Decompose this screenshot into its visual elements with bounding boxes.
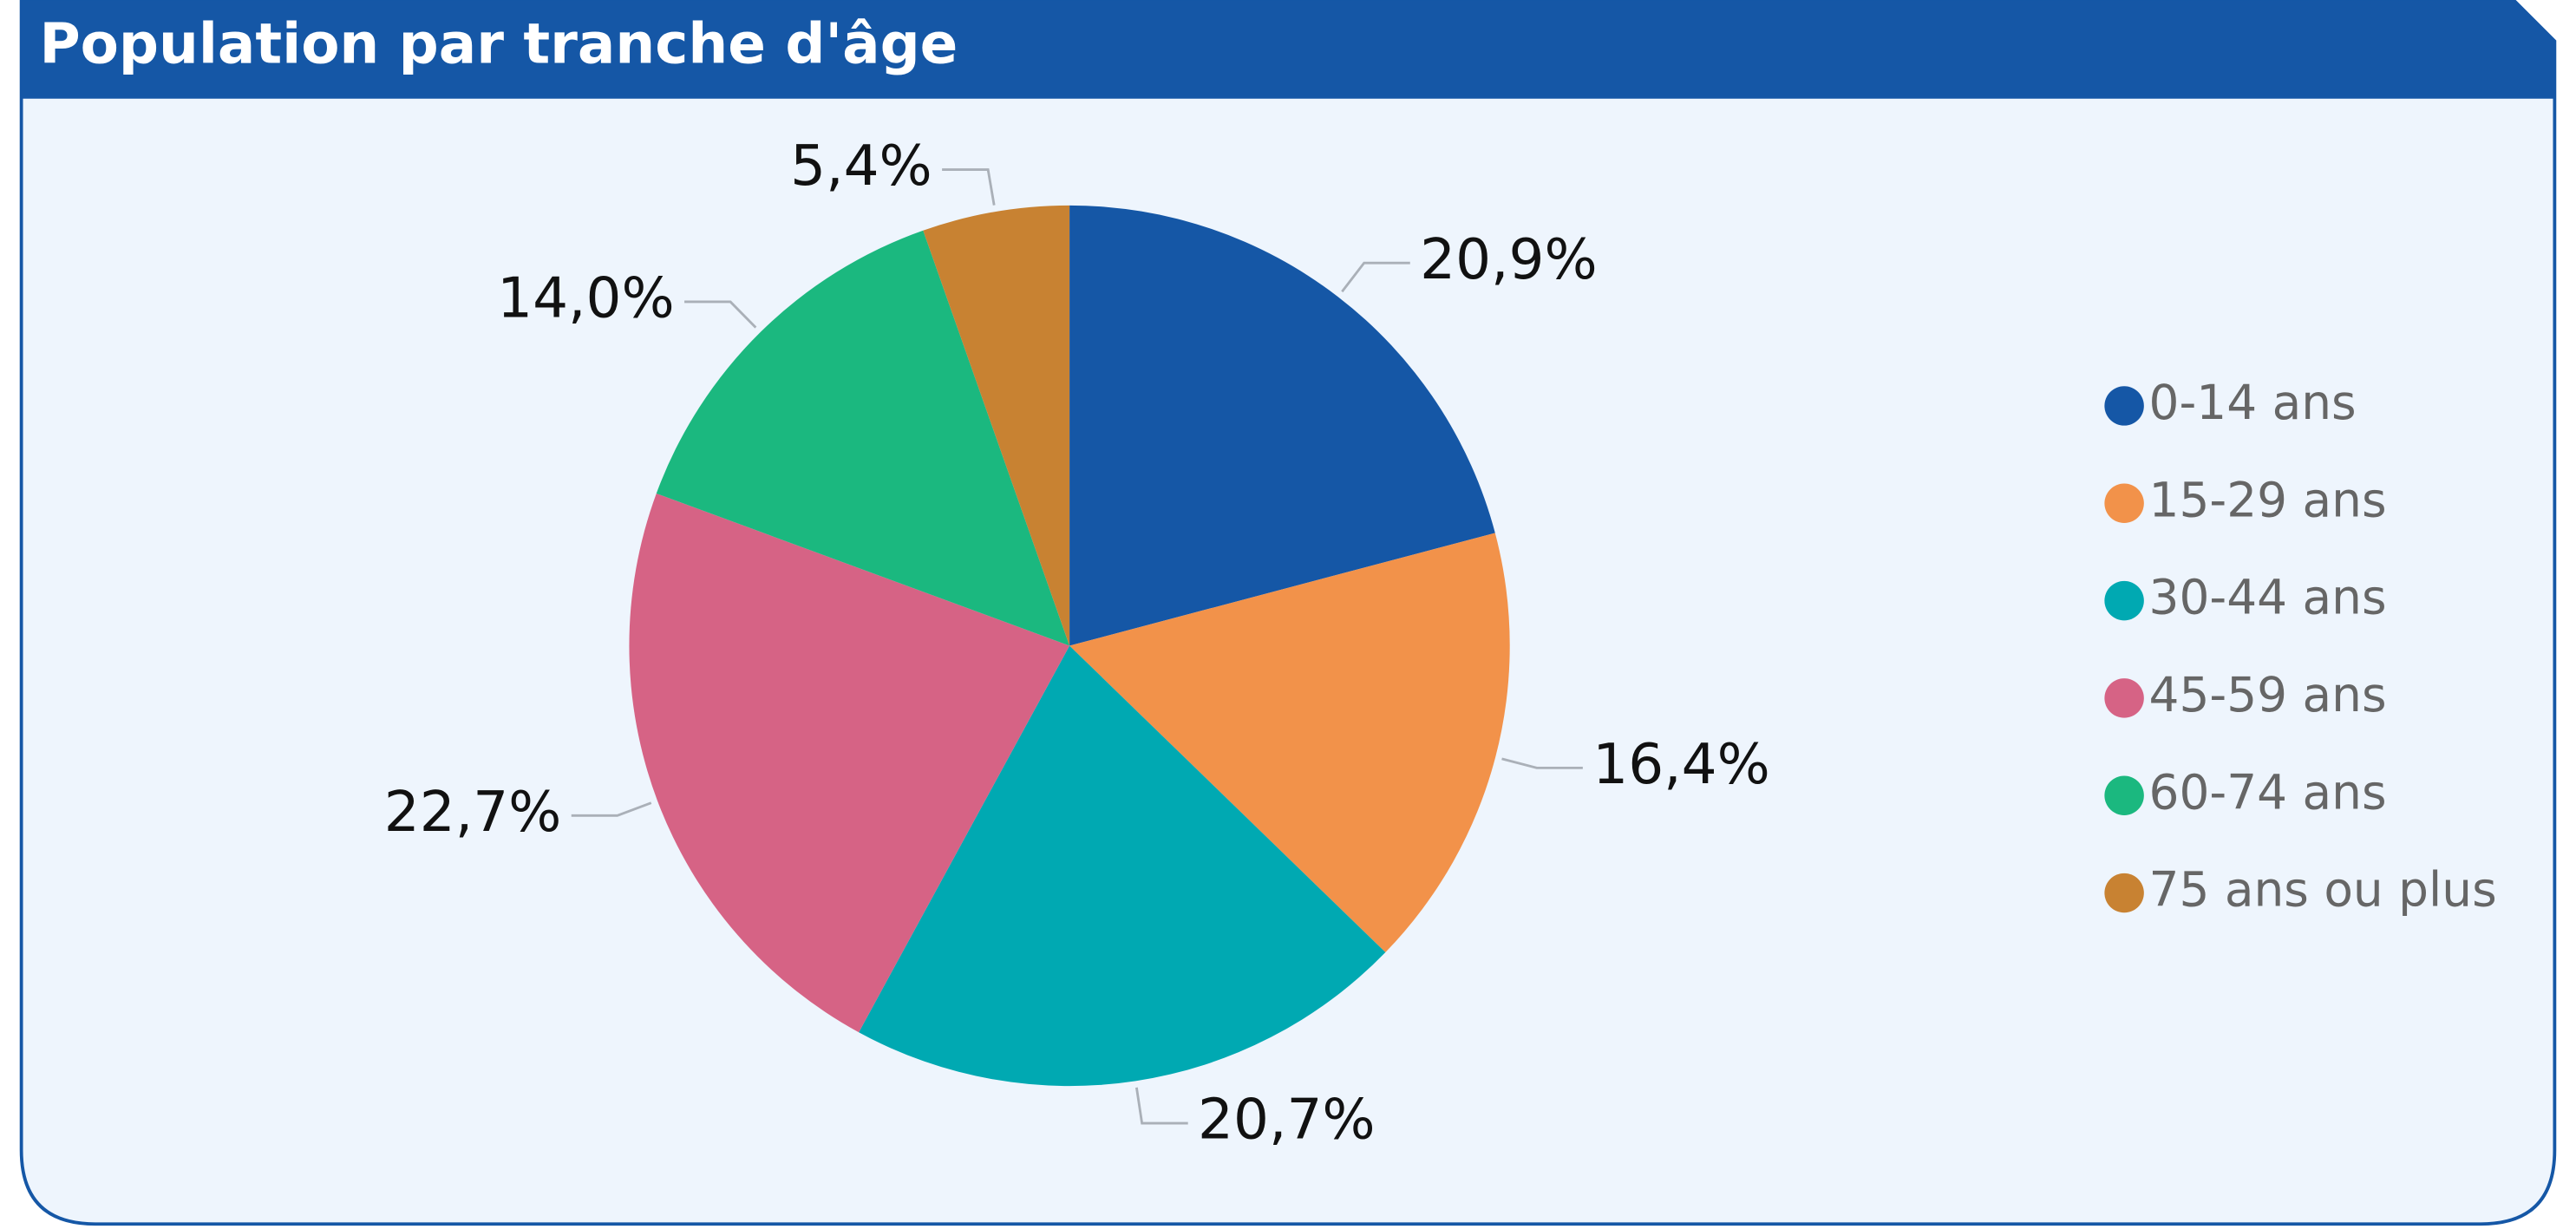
leader-line	[942, 168, 996, 206]
legend-marker	[2104, 678, 2144, 718]
legend-label: 0-14 ans	[2149, 375, 2357, 430]
legend-label: 45-59 ans	[2149, 667, 2387, 722]
leader-line	[571, 801, 652, 817]
data-label: 20,9%	[1420, 227, 1598, 292]
data-label: 20,7%	[1198, 1088, 1376, 1153]
header	[21, 0, 2555, 99]
legend-label: 60-74 ans	[2149, 764, 2387, 820]
legend-label: 30-44 ans	[2149, 570, 2387, 625]
legend-label: 75 ans ou plus	[2149, 862, 2497, 918]
legend-marker	[2104, 873, 2144, 913]
leader-line	[1501, 757, 1583, 769]
pie-slice	[859, 645, 1386, 1087]
legend-marker	[2104, 580, 2144, 621]
legend-marker	[2104, 386, 2144, 426]
data-label: 5,4%	[790, 134, 932, 199]
pie-slice	[923, 205, 1070, 646]
chart-title: Population par tranche d'âge	[39, 12, 958, 77]
pie-slice	[1069, 533, 1510, 953]
legend-marker	[2104, 775, 2144, 815]
leader-line	[1341, 261, 1410, 293]
leader-line	[1134, 1087, 1188, 1125]
data-label: 16,4%	[1592, 732, 1770, 797]
data-label: 22,7%	[384, 780, 562, 845]
legend-marker	[2104, 483, 2144, 523]
leader-line	[684, 300, 757, 329]
pie-slice	[1069, 205, 1495, 646]
pie-slice	[629, 493, 1070, 1033]
legend-label: 15-29 ans	[2149, 472, 2387, 527]
pie-slice	[656, 230, 1070, 646]
data-label: 14,0%	[497, 266, 675, 331]
